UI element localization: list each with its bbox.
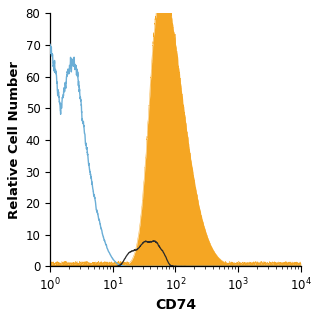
Y-axis label: Relative Cell Number: Relative Cell Number [8, 61, 21, 219]
X-axis label: CD74: CD74 [155, 298, 196, 312]
